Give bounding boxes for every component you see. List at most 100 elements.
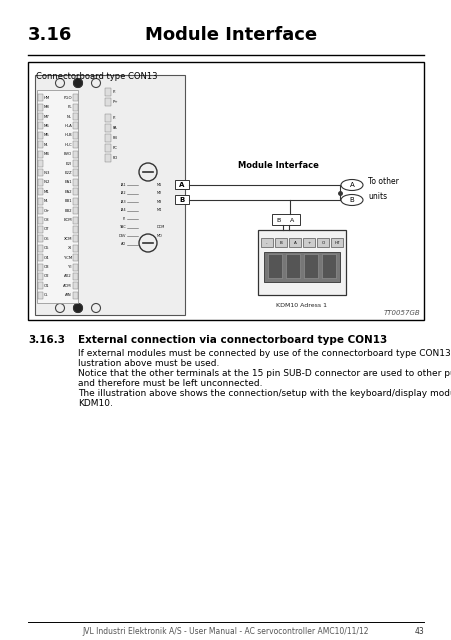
Text: O1: O1 xyxy=(44,284,50,288)
Bar xyxy=(260,238,272,247)
Bar xyxy=(38,254,43,261)
Text: O: O xyxy=(321,241,324,246)
Bar xyxy=(272,214,299,225)
Text: A: A xyxy=(293,241,296,246)
Text: M-: M- xyxy=(44,199,49,204)
Text: O5: O5 xyxy=(44,246,50,250)
Text: -: - xyxy=(266,241,267,246)
Text: KDM10 Adress 1: KDM10 Adress 1 xyxy=(276,303,327,308)
Bar xyxy=(321,254,335,278)
Bar xyxy=(73,141,78,148)
Text: IN3: IN3 xyxy=(44,171,51,175)
Bar xyxy=(38,244,43,252)
Text: BVO: BVO xyxy=(64,152,72,156)
Text: 3.16: 3.16 xyxy=(28,26,72,44)
Text: lustration above must be used.: lustration above must be used. xyxy=(78,359,219,368)
Bar xyxy=(38,188,43,195)
Bar xyxy=(73,244,78,252)
Text: EB2: EB2 xyxy=(64,209,72,212)
Text: External connection via connectorboard type CON13: External connection via connectorboard t… xyxy=(78,335,387,345)
Text: PGO: PGO xyxy=(63,96,72,100)
Text: MO: MO xyxy=(156,234,162,238)
Bar xyxy=(175,180,189,189)
Bar xyxy=(38,236,43,243)
Bar xyxy=(38,150,43,157)
Text: AIN: AIN xyxy=(65,293,72,298)
Text: O2: O2 xyxy=(44,275,50,278)
Bar xyxy=(73,150,78,157)
Text: IN2: IN2 xyxy=(44,180,51,184)
Bar xyxy=(105,114,111,122)
Bar xyxy=(73,282,78,289)
Bar xyxy=(38,292,43,299)
Bar xyxy=(73,104,78,111)
Text: B: B xyxy=(276,218,281,223)
Text: O3: O3 xyxy=(44,265,50,269)
Text: A: A xyxy=(349,182,354,188)
Bar xyxy=(73,254,78,261)
Bar xyxy=(73,160,78,167)
Text: IA2: IA2 xyxy=(120,191,126,195)
Text: M4: M4 xyxy=(156,209,162,212)
Text: M4: M4 xyxy=(44,152,50,156)
Text: E2Z: E2Z xyxy=(64,171,72,175)
Text: M1: M1 xyxy=(44,190,50,194)
Text: DSV: DSV xyxy=(118,234,126,238)
Text: P-: P- xyxy=(113,90,116,94)
Bar xyxy=(73,94,78,101)
Text: 3.16.3: 3.16.3 xyxy=(28,335,65,345)
Text: M3: M3 xyxy=(156,200,162,204)
Bar xyxy=(105,88,111,96)
Text: HT: HT xyxy=(333,241,339,246)
Text: M7: M7 xyxy=(44,115,50,118)
Text: P-: P- xyxy=(113,116,116,120)
Bar xyxy=(105,98,111,106)
Text: M8: M8 xyxy=(44,105,50,109)
Bar xyxy=(73,264,78,271)
Text: O-: O- xyxy=(44,293,49,298)
Text: YI: YI xyxy=(69,265,72,269)
Bar xyxy=(73,226,78,233)
Bar xyxy=(105,144,111,152)
Text: KDM10.: KDM10. xyxy=(78,399,113,408)
Bar xyxy=(263,252,339,282)
Bar xyxy=(38,207,43,214)
Text: The illustration above shows the connection/setup with the keyboard/display modu: The illustration above shows the connect… xyxy=(78,389,451,398)
Text: DCM: DCM xyxy=(156,225,165,230)
Text: HLA: HLA xyxy=(64,124,72,128)
Circle shape xyxy=(74,79,83,88)
Bar xyxy=(38,132,43,139)
Bar xyxy=(258,230,345,295)
Text: XCM: XCM xyxy=(63,237,72,241)
Text: +: + xyxy=(307,241,310,246)
Text: HLB: HLB xyxy=(64,133,72,138)
Text: XI: XI xyxy=(68,246,72,250)
Text: IA1: IA1 xyxy=(120,183,126,187)
Bar xyxy=(38,94,43,101)
Bar xyxy=(73,236,78,243)
Text: P-: P- xyxy=(123,217,126,221)
Text: FC: FC xyxy=(113,146,118,150)
Text: M1: M1 xyxy=(156,183,162,187)
Text: JVL Industri Elektronik A/S - User Manual - AC servocontroller AMC10/11/12: JVL Industri Elektronik A/S - User Manua… xyxy=(83,627,368,636)
Text: PL: PL xyxy=(67,105,72,109)
Bar xyxy=(73,198,78,205)
Text: Module Interface: Module Interface xyxy=(145,26,317,44)
Bar xyxy=(267,254,281,278)
Bar xyxy=(73,188,78,195)
Text: B: B xyxy=(179,197,184,203)
Bar xyxy=(38,264,43,271)
Bar xyxy=(73,170,78,177)
Text: 43: 43 xyxy=(413,627,423,636)
Text: IA3: IA3 xyxy=(120,200,126,204)
Bar xyxy=(330,238,342,247)
Text: M6: M6 xyxy=(44,124,50,128)
Text: ACM: ACM xyxy=(63,284,72,288)
Bar xyxy=(175,195,189,205)
Bar xyxy=(38,273,43,280)
Bar xyxy=(38,170,43,177)
Text: O7: O7 xyxy=(44,227,50,232)
Text: Notice that the other terminals at the 15 pin SUB-D connector are used to other : Notice that the other terminals at the 1… xyxy=(78,369,451,378)
Text: A: A xyxy=(289,218,294,223)
Bar xyxy=(302,238,314,247)
